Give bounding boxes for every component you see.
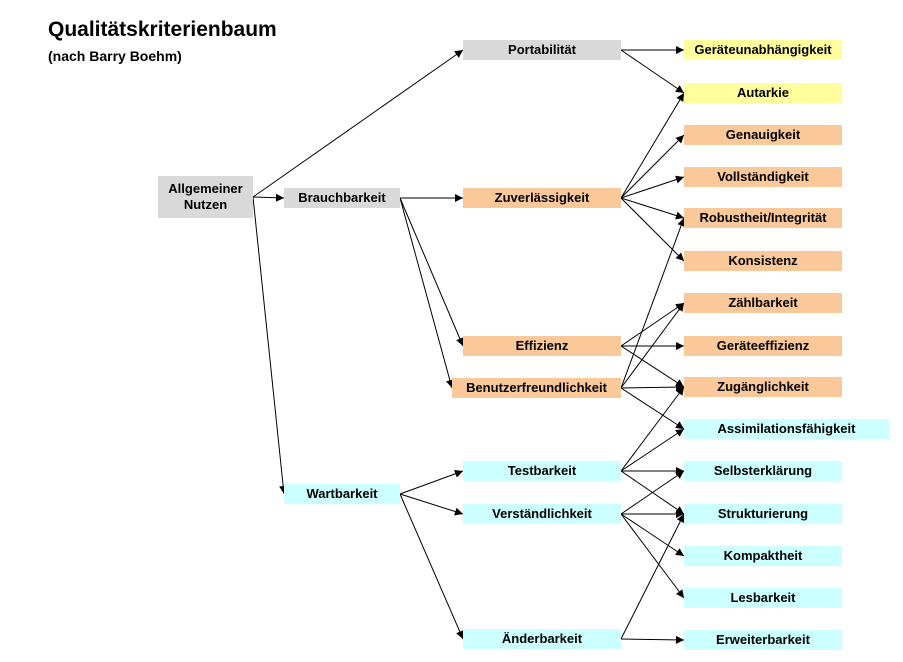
edge-allgemeiner_nutzen-to-brauchbarkeit — [252, 193, 285, 202]
node-erweiterbarkeit: Erweiterbarkeit — [684, 630, 842, 650]
node-zugaenglichkeit: Zugänglichkeit — [684, 377, 842, 397]
node-benutzerfreundlichkeit: Benutzerfreundlichkeit — [452, 378, 621, 398]
node-verstaendlichkeit: Verständlichkeit — [463, 504, 621, 524]
node-zaehlbarkeit: Zählbarkeit — [684, 293, 842, 313]
edge-zuverlaessigkeit-to-autarkie — [620, 92, 685, 199]
node-assimilationsfaehigkeit: Assimilationsfähigkeit — [684, 419, 889, 439]
edge-benutzerfreundlichkeit-to-robustheit — [620, 217, 685, 389]
node-strukturierung: Strukturierung — [684, 504, 842, 524]
edge-zuverlaessigkeit-to-robustheit — [620, 197, 685, 220]
node-wartbarkeit: Wartbarkeit — [284, 484, 400, 504]
edge-benutzerfreundlichkeit-to-assimilation — [620, 387, 685, 430]
node-geraeteunabhaengigkeit: Geräteunabhängigkeit — [684, 40, 842, 60]
edge-aenderbarkeit-to-erweiterbarkeit — [620, 635, 685, 644]
node-testbarkeit: Testbarkeit — [463, 461, 621, 481]
edge-benutzerfreundlichkeit-to-zugaenglichkeit — [620, 383, 685, 392]
edge-zuverlaessigkeit-to-konsistenz — [620, 197, 685, 262]
node-autarkie: Autarkie — [684, 83, 842, 103]
edge-brauchbarkeit-to-benutzerfreundlichkeit — [399, 197, 454, 389]
node-selbsterklaerung: Selbsterklärung — [684, 461, 842, 481]
edge-allgemeiner_nutzen-to-wartbarkeit — [252, 196, 288, 495]
edge-testbarkeit-to-assimilation — [620, 428, 685, 472]
node-allgemeiner-nutzen: Allgemeiner Nutzen — [158, 176, 253, 218]
node-brauchbarkeit: Brauchbarkeit — [284, 188, 400, 208]
edge-verstaendlichkeit-to-kompaktheit — [620, 513, 685, 557]
edge-wartbarkeit-to-testbarkeit — [399, 469, 464, 495]
edge-wartbarkeit-to-verstaendlichkeit — [399, 493, 464, 516]
edge-verstaendlichkeit-to-selbsterklaerung — [620, 470, 685, 515]
node-zuverlaessigkeit: Zuverlässigkeit — [463, 188, 621, 208]
edge-aenderbarkeit-to-strukturierung — [620, 513, 685, 640]
node-aenderbarkeit: Änderbarkeit — [463, 629, 621, 649]
node-konsistenz: Konsistenz — [684, 251, 842, 271]
edge-effizienz-to-zugaenglichkeit — [620, 345, 685, 388]
edge-zuverlaessigkeit-to-vollstaendigkeit — [620, 175, 685, 199]
node-geraeteeffizienz: Geräteeffizienz — [684, 336, 842, 356]
node-portabilitaet: Portabilität — [463, 40, 621, 60]
edge-effizienz-to-zaehlbarkeit — [620, 302, 685, 347]
edge-benutzerfreundlichkeit-to-zaehlbarkeit — [620, 302, 685, 389]
edge-testbarkeit-to-zugaenglichkeit — [620, 386, 685, 472]
diagram-title: Qualitätskriterienbaum — [48, 18, 277, 41]
edge-portabilitaet-to-autarkie — [620, 49, 685, 94]
edge-wartbarkeit-to-aenderbarkeit — [399, 493, 464, 640]
node-effizienz: Effizienz — [463, 336, 621, 356]
node-kompaktheit: Kompaktheit — [684, 546, 842, 566]
edge-zuverlaessigkeit-to-genauigkeit — [620, 134, 685, 199]
node-vollstaendigkeit: Vollständigkeit — [684, 167, 842, 187]
edge-allgemeiner_nutzen-to-portabilitaet — [252, 49, 464, 198]
node-robustheit: Robustheit/Integrität — [684, 208, 842, 228]
edge-verstaendlichkeit-to-lesbarkeit — [620, 513, 685, 599]
edge-brauchbarkeit-to-effizienz — [399, 197, 464, 347]
diagram-subtitle: (nach Barry Boehm) — [48, 48, 182, 64]
node-genauigkeit: Genauigkeit — [684, 125, 842, 145]
node-lesbarkeit: Lesbarkeit — [684, 588, 842, 608]
